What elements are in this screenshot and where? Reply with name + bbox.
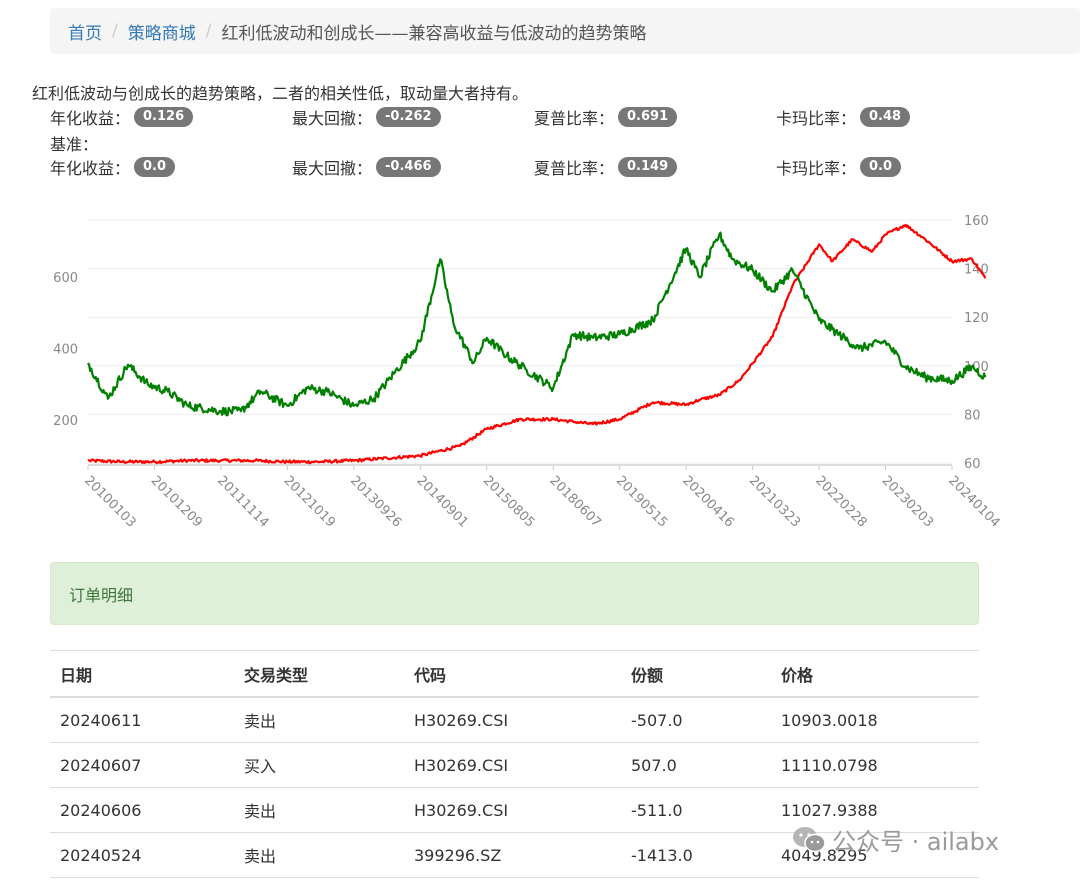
breadcrumb-separator: /: [112, 21, 118, 41]
y-left-tick-label: 400: [53, 343, 78, 358]
metric-badge: 0.691: [618, 107, 678, 127]
metric-badge: 0.126: [134, 107, 194, 127]
cell-shares: -511.0: [621, 787, 771, 833]
y-left-tick-label: 600: [53, 271, 78, 286]
x-tick-label: 20130926: [347, 473, 404, 530]
metric-calmar: 卡玛比率： 0.0: [776, 155, 902, 179]
cell-type: 买入: [234, 742, 404, 788]
metric-badge: 0.48: [860, 107, 911, 127]
strategy-description: 红利低波动与创成长的趋势策略，二者的相关性低，取动量大者持有。: [32, 84, 529, 103]
series-line-red: [87, 223, 987, 465]
cell-price: 11110.0798: [771, 742, 979, 788]
cell-shares: 507.0: [621, 742, 771, 788]
metric-badge: -0.262: [376, 107, 441, 127]
watermark: 公众号 · ailabx: [792, 822, 999, 857]
x-tick-label: 20100103: [81, 473, 138, 530]
metric-label: 夏普比率：: [534, 109, 615, 128]
orders-panel-title: 订单明细: [69, 585, 134, 605]
cell-code: H30269.CSI: [404, 697, 621, 743]
metric-sharpe: 夏普比率： 0.149: [534, 155, 678, 179]
column-header-date[interactable]: 日期: [50, 650, 234, 698]
series-line-green: [87, 231, 987, 417]
metric-label: 卡玛比率：: [776, 159, 857, 178]
column-header-type[interactable]: 交易类型: [234, 650, 404, 698]
x-tick-label: 20180607: [546, 473, 603, 530]
metric-sharpe: 夏普比率： 0.691: [534, 105, 678, 129]
cell-shares: -507.0: [621, 697, 771, 743]
metric-label: 卡玛比率：: [776, 109, 857, 128]
y-right-tick-label: 80: [964, 408, 981, 423]
cell-date: 20240606: [50, 787, 234, 833]
metric-label: 年化收益：: [50, 109, 131, 128]
x-tick-label: 20200416: [679, 473, 736, 530]
orders-table: 日期 交易类型 代码 份额 价格 20240611 卖出 H30269.CSI …: [50, 650, 979, 878]
cell-code: 399296.SZ: [404, 832, 621, 878]
x-tick-label: 20210323: [746, 473, 803, 530]
orders-panel-header: 订单明细: [50, 562, 979, 625]
x-tick-label: 20220228: [812, 473, 869, 530]
cell-type: 卖出: [234, 832, 404, 878]
benchmark-label: 基准：: [50, 135, 99, 154]
cell-type: 卖出: [234, 697, 404, 743]
column-header-shares[interactable]: 份额: [621, 650, 771, 698]
table-row[interactable]: 20240607 买入 H30269.CSI 507.0 11110.0798: [50, 742, 979, 788]
breadcrumb-separator: /: [205, 21, 212, 41]
cell-date: 20240524: [50, 832, 234, 878]
metric-badge: 0.149: [618, 157, 678, 177]
cell-price: 11027.9388: [771, 787, 979, 833]
cell-type: 卖出: [234, 787, 404, 833]
metric-badge: 0.0: [860, 157, 902, 177]
column-header-price[interactable]: 价格: [771, 650, 979, 698]
x-tick-label: 20121019: [281, 473, 338, 530]
y-right-tick-label: 60: [964, 457, 981, 472]
breadcrumb-current: 红利低波动和创成长——兼容高收益与低波动的趋势策略: [221, 23, 647, 44]
x-tick-label: 20150805: [480, 473, 537, 530]
x-tick-label: 20190515: [613, 473, 670, 530]
x-tick-label: 20111114: [214, 473, 271, 530]
wechat-icon: [792, 826, 826, 854]
y-left-tick-label: 200: [53, 414, 78, 429]
metric-label: 最大回撤：: [292, 159, 373, 178]
breadcrumb-store-link[interactable]: 策略商城: [127, 23, 196, 44]
x-tick-label: 20101209: [148, 473, 205, 530]
y-right-tick-label: 160: [964, 214, 989, 229]
x-tick-label: 20240104: [945, 473, 1000, 530]
metric-label: 夏普比率：: [534, 159, 615, 178]
cell-price: 10903.0018: [771, 697, 979, 743]
metric-badge: 0.0: [134, 157, 176, 177]
cell-code: H30269.CSI: [404, 787, 621, 833]
metric-label: 最大回撤：: [292, 109, 373, 128]
x-tick-label: 20230203: [879, 473, 936, 530]
metric-annual: 年化收益： 0.0: [50, 155, 176, 179]
table-header-row: 日期 交易类型 代码 份额 价格: [50, 650, 979, 698]
metric-drawdown: 最大回撤： -0.262: [292, 105, 441, 129]
metric-label: 年化收益：: [50, 159, 131, 178]
metric-badge: -0.466: [376, 157, 441, 177]
y-right-tick-label: 120: [964, 311, 989, 326]
watermark-text: 公众号 · ailabx: [832, 828, 1000, 856]
cell-shares: -1413.0: [621, 832, 771, 878]
table-row[interactable]: 20240606 卖出 H30269.CSI -511.0 11027.9388: [50, 787, 979, 833]
column-header-code[interactable]: 代码: [404, 650, 621, 698]
metric-annual: 年化收益： 0.126: [50, 105, 194, 129]
breadcrumb: 首页 / 策略商城 / 红利低波动和创成长——兼容高收益与低波动的趋势策略: [50, 8, 1080, 54]
cell-date: 20240611: [50, 697, 234, 743]
x-tick-label: 20140901: [413, 473, 470, 530]
cell-date: 20240607: [50, 742, 234, 788]
breadcrumb-home-link[interactable]: 首页: [68, 23, 102, 44]
metric-drawdown: 最大回撤： -0.466: [292, 155, 441, 179]
metric-calmar: 卡玛比率： 0.48: [776, 105, 911, 129]
cell-code: H30269.CSI: [404, 742, 621, 788]
table-row[interactable]: 20240611 卖出 H30269.CSI -507.0 10903.0018: [50, 697, 979, 743]
